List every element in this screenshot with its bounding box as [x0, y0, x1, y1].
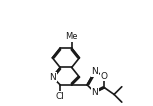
Text: O: O: [101, 72, 108, 81]
Text: N: N: [91, 88, 98, 97]
Text: N: N: [49, 73, 56, 82]
Text: N: N: [91, 67, 98, 76]
Text: Me: Me: [65, 32, 78, 41]
Text: Cl: Cl: [56, 92, 65, 101]
